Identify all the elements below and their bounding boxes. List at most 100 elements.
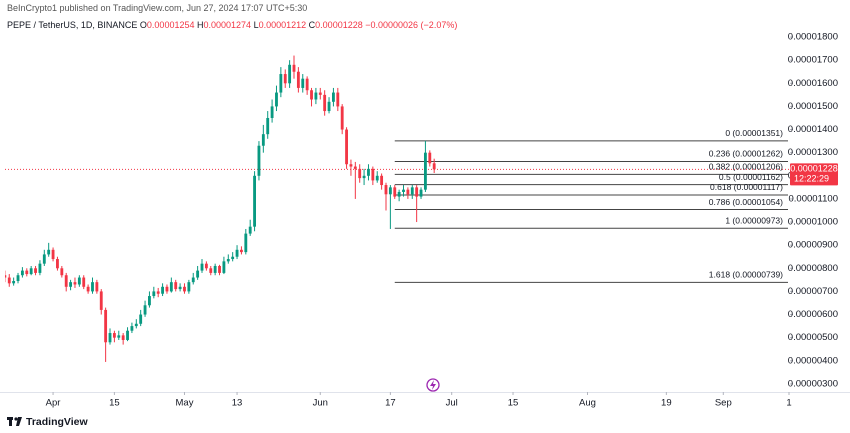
candle-body xyxy=(104,309,108,343)
candle-body xyxy=(213,265,217,273)
y-tick-label: 0.00001800 xyxy=(788,32,838,43)
candle-body xyxy=(253,175,256,227)
y-tick-label: 0.00001700 xyxy=(788,55,838,66)
fib-label: 0.618 (0.00001117) xyxy=(710,182,783,192)
ohlc-key: L xyxy=(253,20,259,30)
candle-body xyxy=(331,92,335,102)
y-tick-label: 0.00000900 xyxy=(788,240,838,251)
candle-body xyxy=(99,291,103,310)
symbol-legend: PEPE / TetherUS, 1D, BINANCE O0.00001254… xyxy=(7,20,457,30)
candle-body xyxy=(20,270,24,276)
symbol: PEPE / TetherUS, 1D, BINANCE xyxy=(7,20,138,30)
candle-body xyxy=(323,94,327,112)
candle-body xyxy=(64,275,68,287)
candle-body xyxy=(340,106,344,130)
x-tick-label: Jun xyxy=(313,398,328,409)
candle-body xyxy=(29,268,33,275)
candle-body xyxy=(261,134,265,146)
candle-body xyxy=(178,286,182,290)
y-tick-label: 0.00001300 xyxy=(788,147,838,158)
candle-body xyxy=(371,168,375,181)
candle-body xyxy=(204,263,208,269)
candle-body xyxy=(353,166,357,169)
fib-label: 0.786 (0.00001054) xyxy=(709,197,783,207)
y-tick-label: 0.00000700 xyxy=(788,286,838,297)
change: −0.00000026 (−2.07%) xyxy=(365,20,458,30)
candle-body xyxy=(139,314,143,324)
candle-body xyxy=(305,78,309,91)
candle-body xyxy=(402,189,405,192)
x-tick-label: 13 xyxy=(232,398,243,409)
x-tick-label: 1 xyxy=(786,398,791,409)
candle-body xyxy=(380,175,384,186)
candle-body xyxy=(161,286,165,294)
candle-body xyxy=(56,259,59,269)
candle-body xyxy=(126,330,129,340)
ohlc-value: 0.00001228 xyxy=(315,20,363,30)
candle-body xyxy=(410,187,414,195)
candle-body xyxy=(5,275,7,278)
logo-mark xyxy=(7,417,22,426)
candle-body xyxy=(209,268,213,273)
candle-body xyxy=(95,282,99,292)
y-tick-label: 0.00000400 xyxy=(788,355,838,366)
candle-body xyxy=(235,249,239,257)
candle-body xyxy=(218,265,221,273)
candle-body xyxy=(69,282,73,287)
candle-body xyxy=(397,191,401,197)
y-tick-label: 0.00001100 xyxy=(789,193,839,204)
x-tick-label: Apr xyxy=(46,398,61,409)
candle-body xyxy=(156,291,160,294)
y-tick-label: 0.00001500 xyxy=(788,101,838,112)
candle-body xyxy=(82,277,86,287)
candle-body xyxy=(25,270,29,275)
ohlc-key: H xyxy=(197,20,204,30)
fib-label: 1.618 (0.00000739) xyxy=(709,270,783,280)
y-tick-label: 0.00001600 xyxy=(788,78,838,89)
candle-body xyxy=(283,74,287,84)
x-tick-label: 19 xyxy=(661,398,672,409)
fib-label: 1 (0.00000973) xyxy=(725,216,783,226)
candle-body xyxy=(270,106,274,118)
candle-body xyxy=(415,187,419,197)
candle-body xyxy=(279,74,283,93)
y-tick-label: 0.00000800 xyxy=(788,263,838,274)
candle-body xyxy=(231,256,235,260)
candle-body xyxy=(336,92,340,107)
candle-body xyxy=(384,185,388,195)
candle-body xyxy=(60,268,64,276)
candle-body xyxy=(314,92,318,100)
candle-body xyxy=(292,64,296,72)
ohlc-value: 0.00001254 xyxy=(146,20,195,30)
candle-body xyxy=(108,333,112,343)
candle-body xyxy=(432,163,436,170)
candle-body xyxy=(134,323,138,327)
x-tick-label: Jul xyxy=(446,398,458,409)
candle-body xyxy=(16,275,20,282)
fib-label: 0.382 (0.00001206) xyxy=(709,162,783,172)
candle-body xyxy=(327,101,331,112)
candle-body xyxy=(174,282,178,290)
candle-body xyxy=(266,117,270,135)
candle-body xyxy=(226,259,230,262)
last-price-badge xyxy=(790,163,838,186)
candle-body xyxy=(222,261,226,273)
candle-body xyxy=(296,71,300,88)
candle-body xyxy=(301,78,305,88)
y-tick-label: 0.00000300 xyxy=(788,378,838,389)
y-tick-label: 0.00000600 xyxy=(788,309,838,320)
event-icon[interactable] xyxy=(426,378,440,392)
candle-body xyxy=(423,152,427,190)
candle-body xyxy=(121,335,125,340)
candle-body xyxy=(12,281,16,284)
candle-body xyxy=(7,277,11,284)
candle-body xyxy=(143,305,147,315)
candle-body xyxy=(77,277,81,285)
candle-body xyxy=(388,187,392,195)
candle-body xyxy=(152,291,156,297)
ohlc-value: 0.00001274 xyxy=(203,20,252,30)
fib-label: 0.236 (0.00001262) xyxy=(709,149,783,159)
y-tick-label: 0.00001000 xyxy=(788,217,838,228)
candle-body xyxy=(288,64,292,84)
last-price-label: 0.00001228 xyxy=(790,164,838,174)
